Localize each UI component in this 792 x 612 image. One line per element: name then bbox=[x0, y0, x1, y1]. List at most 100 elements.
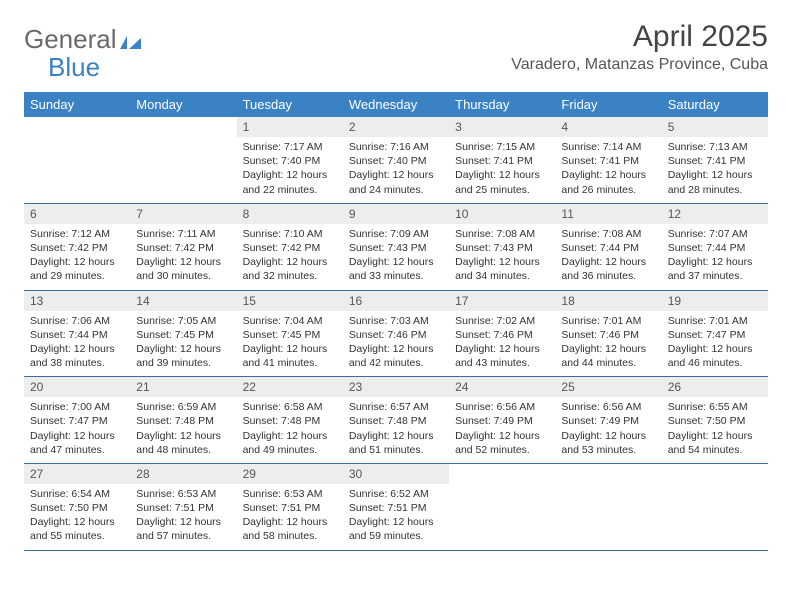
day-content-cell: Sunrise: 7:08 AMSunset: 7:44 PMDaylight:… bbox=[555, 224, 661, 290]
day-content-cell: Sunrise: 6:53 AMSunset: 7:51 PMDaylight:… bbox=[237, 484, 343, 550]
sunrise-line: Sunrise: 7:08 AM bbox=[455, 227, 549, 241]
day-content-cell: Sunrise: 7:03 AMSunset: 7:46 PMDaylight:… bbox=[343, 311, 449, 377]
sails-icon bbox=[119, 28, 143, 54]
sunrise-line: Sunrise: 7:04 AM bbox=[243, 314, 337, 328]
day-content-cell: Sunrise: 7:06 AMSunset: 7:44 PMDaylight:… bbox=[24, 311, 130, 377]
day-number-cell: 11 bbox=[555, 203, 661, 224]
sunset-line: Sunset: 7:40 PM bbox=[243, 154, 337, 168]
day-content-cell: Sunrise: 7:16 AMSunset: 7:40 PMDaylight:… bbox=[343, 137, 449, 203]
day-number-cell: 16 bbox=[343, 290, 449, 311]
day-content-cell: Sunrise: 7:01 AMSunset: 7:46 PMDaylight:… bbox=[555, 311, 661, 377]
day-content-cell: Sunrise: 7:04 AMSunset: 7:45 PMDaylight:… bbox=[237, 311, 343, 377]
daylight-line: Daylight: 12 hours and 33 minutes. bbox=[349, 255, 443, 283]
day-number-cell: 19 bbox=[662, 290, 768, 311]
sunrise-line: Sunrise: 7:16 AM bbox=[349, 140, 443, 154]
day-content-cell: Sunrise: 6:58 AMSunset: 7:48 PMDaylight:… bbox=[237, 397, 343, 463]
sunrise-line: Sunrise: 7:09 AM bbox=[349, 227, 443, 241]
day-content-cell bbox=[662, 484, 768, 550]
daylight-line: Daylight: 12 hours and 52 minutes. bbox=[455, 429, 549, 457]
sunset-line: Sunset: 7:43 PM bbox=[349, 241, 443, 255]
day-content-cell: Sunrise: 7:02 AMSunset: 7:46 PMDaylight:… bbox=[449, 311, 555, 377]
daylight-line: Daylight: 12 hours and 46 minutes. bbox=[668, 342, 762, 370]
page-title: April 2025 bbox=[511, 20, 768, 54]
sunset-line: Sunset: 7:41 PM bbox=[561, 154, 655, 168]
day-content-cell: Sunrise: 7:11 AMSunset: 7:42 PMDaylight:… bbox=[130, 224, 236, 290]
day-number-cell: 27 bbox=[24, 463, 130, 484]
sunset-line: Sunset: 7:42 PM bbox=[136, 241, 230, 255]
day-number-cell: 25 bbox=[555, 377, 661, 398]
week-content-row: Sunrise: 6:54 AMSunset: 7:50 PMDaylight:… bbox=[24, 484, 768, 550]
day-content-cell: Sunrise: 7:12 AMSunset: 7:42 PMDaylight:… bbox=[24, 224, 130, 290]
week-daynum-row: 12345 bbox=[24, 117, 768, 137]
sunset-line: Sunset: 7:46 PM bbox=[561, 328, 655, 342]
sunset-line: Sunset: 7:51 PM bbox=[349, 501, 443, 515]
daylight-line: Daylight: 12 hours and 48 minutes. bbox=[136, 429, 230, 457]
sunrise-line: Sunrise: 6:53 AM bbox=[243, 487, 337, 501]
daylight-line: Daylight: 12 hours and 30 minutes. bbox=[136, 255, 230, 283]
day-content-cell: Sunrise: 6:55 AMSunset: 7:50 PMDaylight:… bbox=[662, 397, 768, 463]
daylight-line: Daylight: 12 hours and 42 minutes. bbox=[349, 342, 443, 370]
sunrise-line: Sunrise: 6:59 AM bbox=[136, 400, 230, 414]
daylight-line: Daylight: 12 hours and 26 minutes. bbox=[561, 168, 655, 196]
day-number-cell bbox=[130, 117, 236, 137]
daylight-line: Daylight: 12 hours and 43 minutes. bbox=[455, 342, 549, 370]
sunrise-line: Sunrise: 7:14 AM bbox=[561, 140, 655, 154]
daylight-line: Daylight: 12 hours and 22 minutes. bbox=[243, 168, 337, 196]
day-header: Friday bbox=[555, 92, 661, 117]
sunrise-line: Sunrise: 6:56 AM bbox=[561, 400, 655, 414]
header: GeneralBlue April 2025 Varadero, Matanza… bbox=[24, 20, 768, 80]
daylight-line: Daylight: 12 hours and 37 minutes. bbox=[668, 255, 762, 283]
day-number-cell: 18 bbox=[555, 290, 661, 311]
sunrise-line: Sunrise: 6:55 AM bbox=[668, 400, 762, 414]
brand-part1: General bbox=[24, 24, 117, 54]
day-number-cell: 17 bbox=[449, 290, 555, 311]
sunset-line: Sunset: 7:46 PM bbox=[349, 328, 443, 342]
day-number-cell: 14 bbox=[130, 290, 236, 311]
sunrise-line: Sunrise: 6:56 AM bbox=[455, 400, 549, 414]
day-number-cell: 12 bbox=[662, 203, 768, 224]
day-number-cell bbox=[662, 463, 768, 484]
week-content-row: Sunrise: 7:06 AMSunset: 7:44 PMDaylight:… bbox=[24, 311, 768, 377]
day-number-cell: 4 bbox=[555, 117, 661, 137]
sunrise-line: Sunrise: 7:17 AM bbox=[243, 140, 337, 154]
sunset-line: Sunset: 7:47 PM bbox=[668, 328, 762, 342]
week-daynum-row: 13141516171819 bbox=[24, 290, 768, 311]
sunrise-line: Sunrise: 7:11 AM bbox=[136, 227, 230, 241]
day-number-cell: 1 bbox=[237, 117, 343, 137]
sunrise-line: Sunrise: 7:01 AM bbox=[668, 314, 762, 328]
daylight-line: Daylight: 12 hours and 59 minutes. bbox=[349, 515, 443, 543]
week-daynum-row: 27282930 bbox=[24, 463, 768, 484]
day-number-cell: 2 bbox=[343, 117, 449, 137]
day-content-cell: Sunrise: 6:59 AMSunset: 7:48 PMDaylight:… bbox=[130, 397, 236, 463]
day-content-cell: Sunrise: 6:54 AMSunset: 7:50 PMDaylight:… bbox=[24, 484, 130, 550]
day-number-cell: 30 bbox=[343, 463, 449, 484]
day-number-cell: 3 bbox=[449, 117, 555, 137]
day-number-cell: 7 bbox=[130, 203, 236, 224]
day-content-cell bbox=[130, 137, 236, 203]
sunset-line: Sunset: 7:40 PM bbox=[349, 154, 443, 168]
sunrise-line: Sunrise: 6:54 AM bbox=[30, 487, 124, 501]
sunrise-line: Sunrise: 7:06 AM bbox=[30, 314, 124, 328]
sunset-line: Sunset: 7:41 PM bbox=[668, 154, 762, 168]
sunset-line: Sunset: 7:44 PM bbox=[561, 241, 655, 255]
daylight-line: Daylight: 12 hours and 25 minutes. bbox=[455, 168, 549, 196]
day-content-cell: Sunrise: 7:00 AMSunset: 7:47 PMDaylight:… bbox=[24, 397, 130, 463]
sunset-line: Sunset: 7:46 PM bbox=[455, 328, 549, 342]
sunset-line: Sunset: 7:48 PM bbox=[349, 414, 443, 428]
day-number-cell: 6 bbox=[24, 203, 130, 224]
sunset-line: Sunset: 7:41 PM bbox=[455, 154, 549, 168]
sunrise-line: Sunrise: 6:58 AM bbox=[243, 400, 337, 414]
week-content-row: Sunrise: 7:00 AMSunset: 7:47 PMDaylight:… bbox=[24, 397, 768, 463]
day-content-cell: Sunrise: 7:05 AMSunset: 7:45 PMDaylight:… bbox=[130, 311, 236, 377]
day-content-cell: Sunrise: 7:08 AMSunset: 7:43 PMDaylight:… bbox=[449, 224, 555, 290]
sunrise-line: Sunrise: 7:08 AM bbox=[561, 227, 655, 241]
daylight-line: Daylight: 12 hours and 32 minutes. bbox=[243, 255, 337, 283]
day-number-cell: 9 bbox=[343, 203, 449, 224]
day-content-cell: Sunrise: 7:09 AMSunset: 7:43 PMDaylight:… bbox=[343, 224, 449, 290]
daylight-line: Daylight: 12 hours and 57 minutes. bbox=[136, 515, 230, 543]
day-number-cell: 29 bbox=[237, 463, 343, 484]
daylight-line: Daylight: 12 hours and 54 minutes. bbox=[668, 429, 762, 457]
day-header: Tuesday bbox=[237, 92, 343, 117]
day-header: Saturday bbox=[662, 92, 768, 117]
day-header: Thursday bbox=[449, 92, 555, 117]
